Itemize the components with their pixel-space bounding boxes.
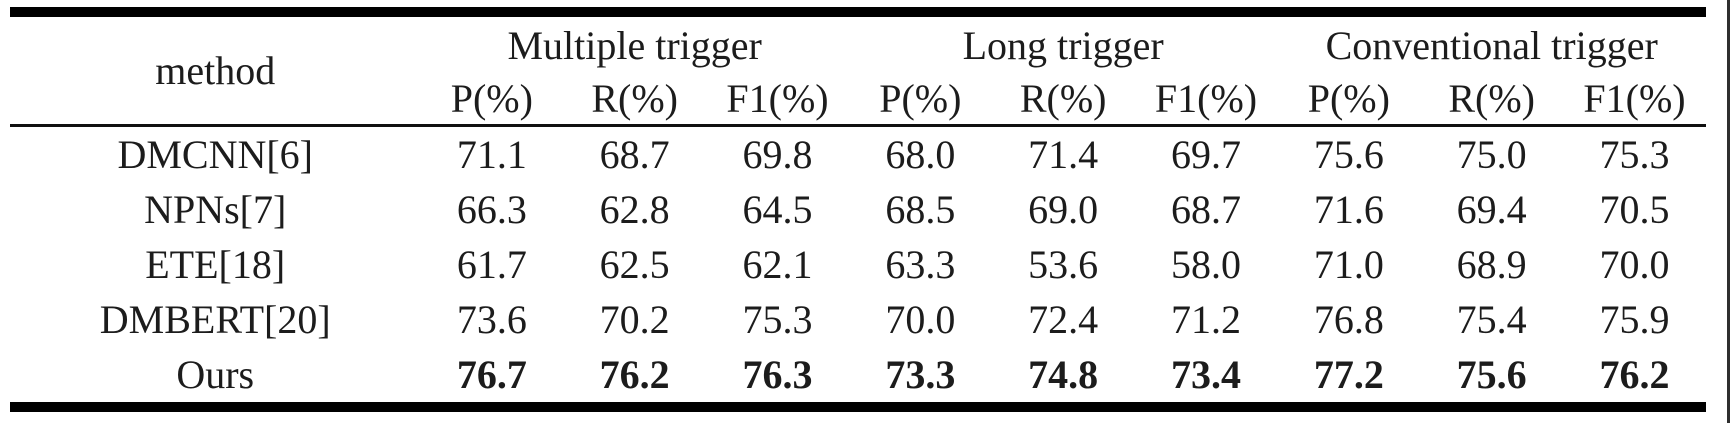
value-cell: 62.1	[742, 241, 813, 287]
value-cell: 66.3	[456, 186, 527, 232]
value-cell: 69.0	[1028, 186, 1099, 232]
value-cell: 68.9	[1456, 241, 1527, 287]
value-cell: 76.2	[599, 351, 670, 397]
value-cell: 53.6	[1028, 241, 1099, 287]
metric-header-r3: R(%)	[1420, 74, 1564, 127]
value-cell: 61.7	[456, 241, 527, 287]
value-cell: 70.2	[599, 296, 670, 342]
table-header-group-row: method Multiple trigger Long trigger Con…	[10, 12, 1706, 127]
value-cell: 68.7	[599, 131, 670, 177]
value-cell: 71.2	[1170, 296, 1241, 342]
table-row-ours: Ours 76.7 76.2 76.3 73.3 74.8 73.4 77.2 …	[10, 347, 1706, 407]
method-cell: NPNs[7]	[144, 186, 287, 232]
value-cell: 76.3	[742, 351, 813, 397]
table-row-ete: ETE[18] 61.7 62.5 62.1 63.3 53.6 58.0 71…	[10, 237, 1706, 292]
value-cell: 70.0	[1599, 241, 1670, 287]
value-cell: 69.4	[1456, 186, 1527, 232]
value-cell: 63.3	[885, 241, 956, 287]
method-column-header: method	[10, 12, 421, 127]
value-cell: 71.0	[1313, 241, 1384, 287]
value-cell: 76.7	[456, 351, 527, 397]
value-cell: 69.8	[742, 131, 813, 177]
metric-header-f12: F1(%)	[1134, 74, 1278, 127]
value-cell: 58.0	[1170, 241, 1241, 287]
value-cell: 70.0	[885, 296, 956, 342]
method-cell: DMCNN[6]	[117, 131, 313, 177]
value-cell: 75.0	[1456, 131, 1527, 177]
value-cell: 75.9	[1599, 296, 1670, 342]
group-header-multiple-trigger: Multiple trigger	[507, 22, 762, 68]
value-cell: 75.3	[1599, 131, 1670, 177]
value-cell: 68.0	[885, 131, 956, 177]
method-cell: ETE[18]	[145, 241, 286, 287]
value-cell: 75.3	[742, 296, 813, 342]
value-cell: 64.5	[742, 186, 813, 232]
metric-header-p3: P(%)	[1277, 74, 1421, 127]
value-cell: 73.4	[1170, 351, 1241, 397]
metric-header-p2: P(%)	[848, 74, 992, 127]
group-header-conventional-trigger: Conventional trigger	[1325, 22, 1658, 68]
value-cell: 75.6	[1313, 131, 1384, 177]
value-cell: 76.2	[1599, 351, 1670, 397]
value-cell: 71.1	[456, 131, 527, 177]
value-cell: 73.6	[456, 296, 527, 342]
value-cell: 74.8	[1028, 351, 1099, 397]
method-cell: Ours	[176, 351, 255, 397]
value-cell: 70.5	[1599, 186, 1670, 232]
value-cell: 77.2	[1313, 351, 1384, 397]
metric-header-f11: F1(%)	[706, 74, 849, 127]
metric-header-r1: R(%)	[563, 74, 707, 127]
value-cell: 69.7	[1170, 131, 1241, 177]
table-row-npns: NPNs[7] 66.3 62.8 64.5 68.5 69.0 68.7 71…	[10, 182, 1706, 237]
metric-header-f13: F1(%)	[1563, 74, 1706, 127]
method-cell: DMBERT[20]	[99, 296, 331, 342]
value-cell: 68.5	[885, 186, 956, 232]
value-cell: 71.6	[1313, 186, 1384, 232]
value-cell: 68.7	[1170, 186, 1241, 232]
metric-header-p1: P(%)	[420, 74, 564, 127]
value-cell: 71.4	[1028, 131, 1099, 177]
value-cell: 72.4	[1028, 296, 1099, 342]
table-header-metric-row: P(%) R(%) F1(%) P(%) R(%) F1(%) P(%) R(%…	[10, 74, 1706, 127]
page-right-edge-rule	[1727, 0, 1730, 423]
results-table: method Multiple trigger Long trigger Con…	[10, 7, 1706, 412]
value-cell: 75.6	[1456, 351, 1527, 397]
value-cell: 76.8	[1313, 296, 1384, 342]
value-cell: 62.8	[599, 186, 670, 232]
value-cell: 75.4	[1456, 296, 1527, 342]
group-header-long-trigger: Long trigger	[962, 22, 1164, 68]
table-row-dmbert: DMBERT[20] 73.6 70.2 75.3 70.0 72.4 71.2…	[10, 292, 1706, 347]
metric-header-r2: R(%)	[991, 74, 1135, 127]
table-row-dmcnn: DMCNN[6] 71.1 68.7 69.8 68.0 71.4 69.7 7…	[10, 126, 1706, 183]
value-cell: 73.3	[885, 351, 956, 397]
value-cell: 62.5	[599, 241, 670, 287]
